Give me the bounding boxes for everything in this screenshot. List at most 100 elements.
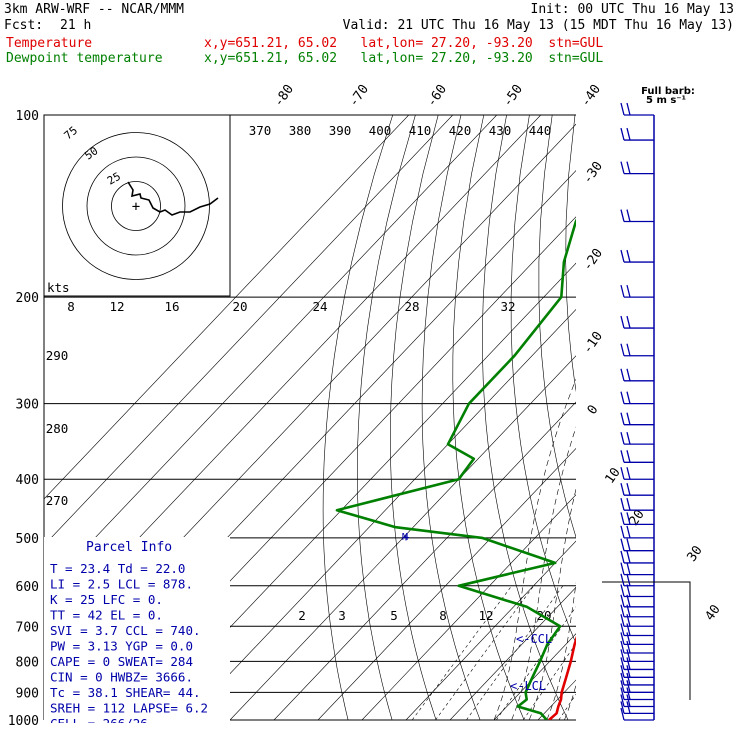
parcel-info-table: Parcel Info T = 23.4 Td = 22.0LI = 2.5 L… (50, 540, 208, 731)
wind-barb-flag (620, 127, 625, 141)
wind-barb-flag (626, 161, 631, 174)
pressure-tick-label: 200 (16, 291, 39, 306)
parcel-info-row: LI = 2.5 LCL = 878. (50, 577, 193, 592)
hodograph-speed-label: 12 (109, 299, 124, 314)
isotherm-line (229, 355, 576, 720)
isotherm-line (44, 115, 453, 546)
isotherm-line (449, 586, 576, 720)
dewpoint-trace (335, 218, 576, 720)
wind-barb-flag (620, 604, 625, 617)
parcel-info-row: SVI = 3.7 CCL = 740. (50, 623, 201, 638)
parcel-info-row: PW = 3.13 YGP = 0.0 (50, 639, 193, 654)
wind-barb-flag (626, 391, 631, 404)
wind-barb-flag (620, 562, 625, 575)
wind-barb-flag (626, 694, 631, 707)
mixing-ratio-line (522, 643, 576, 720)
dry-adiabat (642, 115, 740, 733)
wind-barb-flag (620, 640, 625, 654)
wind-barb-flag (620, 584, 625, 597)
wind-barb-flag (620, 391, 625, 404)
wind-barb-flag (620, 412, 625, 425)
parcel-info-row: CIN = 0 HWBZ= 3666. (50, 670, 193, 685)
pressure-tick-label: 800 (16, 655, 39, 670)
wind-barb-flag (620, 550, 625, 564)
wind-barb-flag (626, 467, 631, 480)
wind-barb-flag (620, 694, 625, 707)
theta-label: 430 (489, 123, 512, 138)
theta-label: 400 (369, 123, 392, 138)
wind-barb-flag (620, 315, 625, 329)
hodograph-speed-label: 28 (404, 299, 419, 314)
wind-barb-flag (626, 284, 631, 298)
wind-barbs (602, 102, 691, 721)
theta-label: 420 (449, 123, 472, 138)
isotherm-line (582, 115, 740, 720)
wind-barb-flag (626, 512, 631, 525)
isotherm-line (44, 115, 409, 500)
wind-barb-flag (620, 483, 625, 496)
theta-label: 410 (409, 123, 432, 138)
mixing-ratio-label: 2 (298, 608, 306, 623)
wind-barb-flag (620, 102, 625, 116)
dry-adiabat (452, 115, 525, 720)
temperature-trace (548, 635, 576, 720)
wind-barb-flag (626, 368, 631, 381)
mixing-ratio-label: 5 (390, 608, 398, 623)
isotherm-label: -10 (580, 329, 606, 357)
barb-panel-edge (602, 581, 691, 700)
hodograph-ring-label: 25 (105, 170, 123, 188)
wind-barb-flag (620, 672, 625, 686)
wind-barb-flag (620, 368, 625, 381)
wind-barb-flag (626, 672, 631, 686)
isotherm-label: 0 (585, 402, 602, 417)
isotherm-label: -80 (271, 82, 297, 110)
lcl-marker: <-LCL (510, 679, 546, 693)
isotherm-line (317, 447, 576, 720)
wind-barb-flag (626, 665, 631, 678)
mixing-ratio-label: 12 (478, 608, 493, 623)
theta-label: 440 (529, 123, 552, 138)
mixing-ratio-line (411, 585, 512, 720)
wind-barb-flag (626, 483, 631, 496)
temperature-station-info: x,y=651.21, 65.02 lat,lon= 27.20, -93.20… (204, 36, 604, 51)
hodograph-trace (127, 181, 219, 216)
wind-barb-flag (620, 161, 625, 174)
barb-key-line2: 5 m s⁻¹ (646, 95, 686, 106)
mixing-ratio-label: 3 (338, 608, 346, 623)
sounding-traces (335, 218, 576, 720)
moist-adiabat (564, 683, 576, 720)
dry-adiabat (421, 115, 481, 720)
wind-barb-flag (620, 538, 625, 551)
isotherm-label: -30 (580, 159, 606, 187)
wind-barb-flag (620, 632, 625, 645)
wind-barb-flag (620, 657, 625, 670)
hodograph-speed-label: 16 (164, 299, 179, 314)
wind-barb-flag (626, 649, 631, 662)
isotherm-label: -20 (580, 246, 606, 274)
wind-barb-flag (620, 432, 625, 445)
dry-adiabat (689, 115, 740, 733)
pressure-tick-label: 400 (16, 473, 39, 488)
isotherm-label: 30 (684, 543, 705, 564)
wind-barb-flag (620, 525, 625, 539)
hodograph-speed-label: 32 (500, 299, 515, 314)
isotherm-line (361, 494, 576, 720)
wind-barb-flag (626, 562, 631, 575)
hodograph-ring (86, 156, 186, 256)
theta-label: 380 (289, 123, 312, 138)
wind-barb-flag (626, 127, 631, 141)
wind-barb-flag (626, 584, 631, 597)
isotherm-label: 10 (602, 465, 623, 486)
pressure-tick-label: 1000 (8, 714, 39, 729)
wind-barb-flag (620, 665, 625, 678)
dry-adiabat (322, 115, 393, 720)
mixing-ratio-label: 8 (439, 608, 447, 623)
annotations: <-CCL <-LCL +M (402, 530, 552, 693)
parcel-info-row: CAPE = 0 SWEAT= 284 (50, 654, 193, 669)
dry-adiabat (510, 115, 576, 645)
theta-side-label: 270 (46, 493, 69, 508)
parcel-info-panel: Parcel Info T = 23.4 Td = 22.0 LI = 2.5 L… (44, 537, 230, 731)
parcel-info-row: K = 25 LFC = 0. (50, 592, 163, 607)
dewpoint-legend: Dewpoint temperature (6, 51, 163, 66)
